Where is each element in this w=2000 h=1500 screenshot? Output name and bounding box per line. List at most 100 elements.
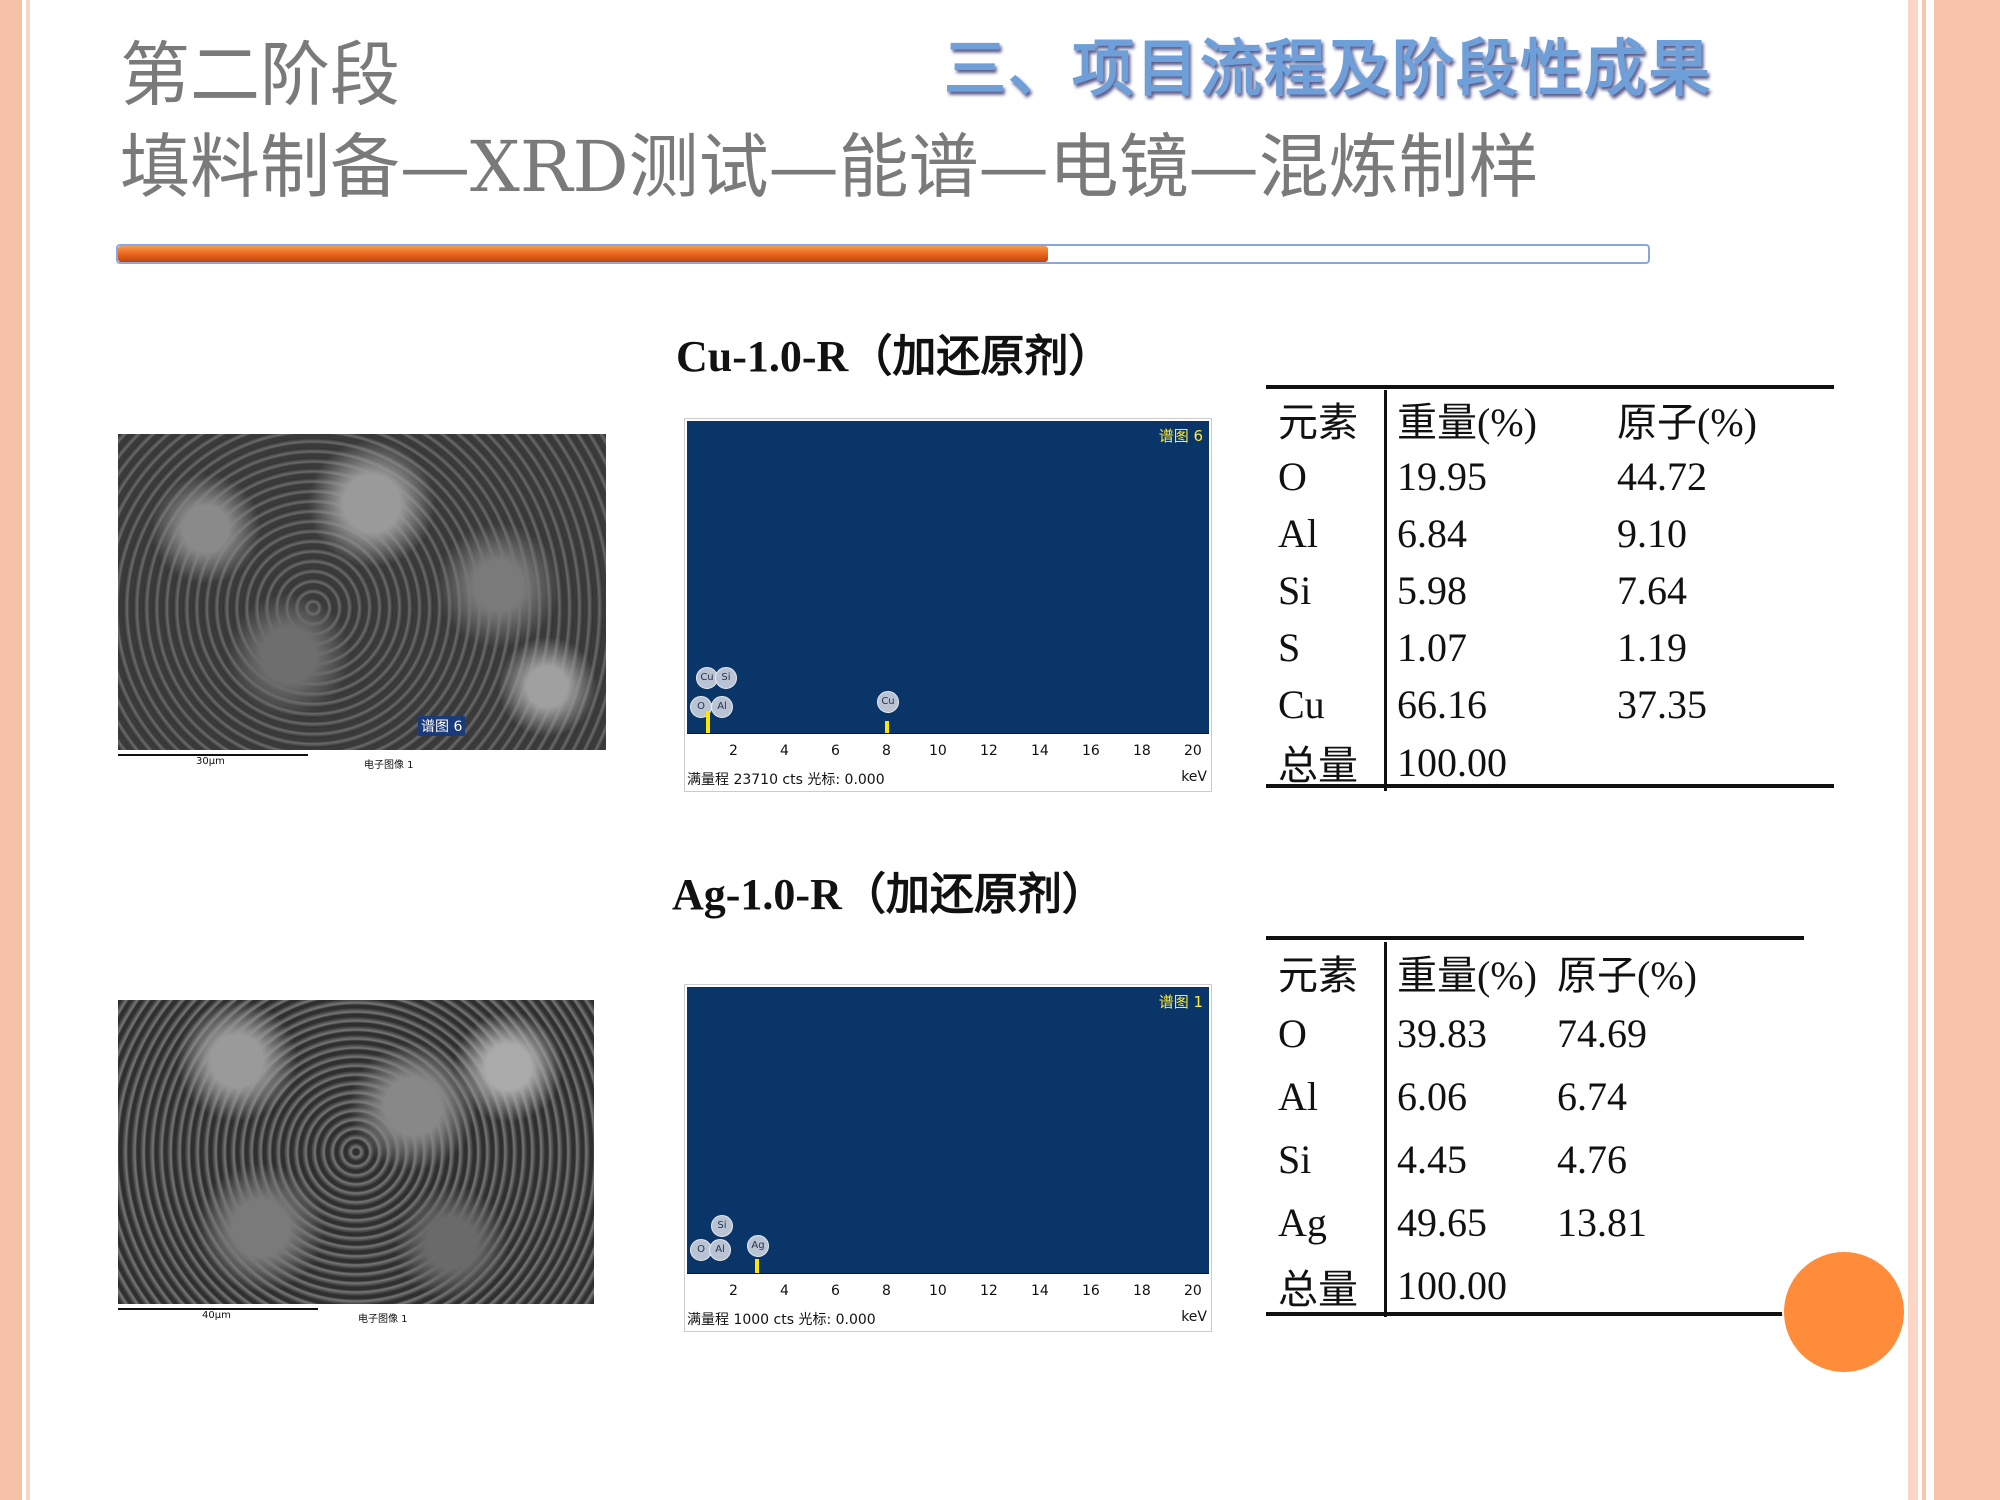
tick-label: 10 xyxy=(929,1283,947,1299)
right-border-stripe-2 xyxy=(1922,0,1926,1500)
tick-label: 14 xyxy=(1031,1283,1049,1299)
spectrum-unit: keV xyxy=(1181,769,1207,785)
peak-bar xyxy=(706,711,710,733)
tick-label: 4 xyxy=(780,743,789,759)
sem-scale-bar-ag xyxy=(118,1308,318,1310)
sem-scale-label-cu: 30μm xyxy=(196,756,225,767)
table-row: O 39.83 74.69 xyxy=(1268,1002,1707,1065)
peak-label-si: Si xyxy=(715,667,737,689)
tick-label: 2 xyxy=(729,743,738,759)
left-border-stripe xyxy=(0,0,22,1500)
table-cell: 66.16 xyxy=(1397,682,1487,727)
spectrum-footer: 满量程 1000 cts 光标: 0.000 xyxy=(687,1312,876,1328)
table-cell: 13.81 xyxy=(1557,1200,1647,1245)
spectrum-plot-area: 谱图 1 O Al Si Ag xyxy=(687,987,1209,1273)
table-cell: 6.84 xyxy=(1397,511,1467,556)
sem-image-ag xyxy=(118,1000,594,1304)
table-header-row: 元素 重量(%) 原子(%) xyxy=(1268,942,1707,1002)
table-header-row: 元素 重量(%) 原子(%) xyxy=(1268,390,1767,448)
sem-scale-label-ag: 40μm xyxy=(202,1310,231,1321)
tick-label: 8 xyxy=(882,1283,891,1299)
table-cell xyxy=(1607,733,1767,791)
spectrum-unit: keV xyxy=(1181,1309,1207,1325)
tick-label: 8 xyxy=(882,743,891,759)
peak-label-cu-low: Cu xyxy=(696,667,718,689)
table-cell: 4.76 xyxy=(1557,1137,1627,1182)
left-border-line xyxy=(26,0,30,1500)
spectrum-tag: 谱图 6 xyxy=(1158,427,1203,445)
tick-label: 16 xyxy=(1082,1283,1100,1299)
table-cell: 1.19 xyxy=(1617,625,1687,670)
table-cell: Si xyxy=(1268,1128,1387,1191)
tick-label: 20 xyxy=(1184,1283,1202,1299)
peak-bar xyxy=(885,721,889,733)
section-title: 三、项目流程及阶段性成果 xyxy=(944,32,1713,105)
sem-caption-ag: 电子图像 1 xyxy=(358,1314,408,1325)
table-cell: 6.06 xyxy=(1397,1074,1467,1119)
tick-label: 18 xyxy=(1133,743,1151,759)
tick-label: 16 xyxy=(1082,743,1100,759)
peak-bar xyxy=(755,1259,759,1273)
tick-label: 10 xyxy=(929,743,947,759)
table-cell: O xyxy=(1268,448,1387,505)
table-cell: Cu xyxy=(1268,676,1387,733)
sample-title-cu: Cu-1.0-R（加还原剂） xyxy=(676,332,1113,381)
spectrum-plot-area: 谱图 6 O Al Cu Si Cu xyxy=(687,421,1209,733)
table-header-cell: 原子(%) xyxy=(1557,953,1697,998)
table-row: S 1.07 1.19 xyxy=(1268,619,1767,676)
peak-label-cu-k: Cu xyxy=(877,691,899,713)
table-cell: 9.10 xyxy=(1617,511,1687,556)
table-header-cell: 元素 xyxy=(1268,942,1387,1002)
stage-heading: 第二阶段 xyxy=(120,34,400,116)
peak-label-al: Al xyxy=(709,1239,731,1261)
table-cell: 74.69 xyxy=(1557,1011,1647,1056)
table-cell: 总量 xyxy=(1268,733,1387,791)
spectrum-footer: 满量程 23710 cts 光标: 0.000 xyxy=(687,772,885,788)
table-cell: 100.00 xyxy=(1397,739,1507,785)
table-cell: 39.83 xyxy=(1397,1011,1487,1056)
table-header-cell: 元素 xyxy=(1268,390,1387,448)
table-row: Ag 49.65 13.81 xyxy=(1268,1191,1707,1254)
right-border-stripe-3 xyxy=(1934,0,2000,1500)
table-cell: Ag xyxy=(1268,1191,1387,1254)
tick-label: 6 xyxy=(831,743,840,759)
tick-label: 2 xyxy=(729,1283,738,1299)
table-cell: Al xyxy=(1268,505,1387,562)
progress-divider-fill xyxy=(118,246,1048,262)
decorative-orange-circle xyxy=(1782,1250,1906,1374)
composition-table-ag: 元素 重量(%) 原子(%) O 39.83 74.69 Al 6.06 6.7… xyxy=(1268,942,1708,1317)
table-cell: 100.00 xyxy=(1397,1263,1507,1308)
table-cell: 5.98 xyxy=(1397,568,1467,613)
composition-table-cu: 元素 重量(%) 原子(%) O 19.95 44.72 Al 6.84 9.1… xyxy=(1268,390,1768,791)
peak-label-al: Al xyxy=(711,696,733,718)
peak-label-ag: Ag xyxy=(747,1235,769,1257)
spectrum-x-axis xyxy=(687,733,1209,734)
table-bottom-rule-cu xyxy=(1266,784,1834,788)
right-border-stripe-1 xyxy=(1908,0,1918,1500)
table-cell: 4.45 xyxy=(1397,1137,1467,1182)
table-cell: S xyxy=(1268,619,1387,676)
table-cell: 37.35 xyxy=(1617,682,1707,727)
tick-label: 6 xyxy=(831,1283,840,1299)
table-row: Al 6.84 9.10 xyxy=(1268,505,1767,562)
process-heading: 填料制备—XRD测试—能谱—电镜—混炼制样 xyxy=(120,126,1539,208)
table-row: Al 6.06 6.74 xyxy=(1268,1065,1707,1128)
sem-spectrum-tag: 谱图 6 xyxy=(418,716,466,736)
table-top-rule-cu xyxy=(1266,385,1834,389)
table-header-cell: 原子(%) xyxy=(1617,400,1757,445)
table-cell: Si xyxy=(1268,562,1387,619)
table-cell: 1.07 xyxy=(1397,625,1467,670)
table-row: Si 5.98 7.64 xyxy=(1268,562,1767,619)
table-cell: O xyxy=(1268,1002,1387,1065)
table-bottom-rule-ag xyxy=(1266,1312,1804,1316)
eds-spectrum-ag: 谱图 1 O Al Si Ag 2 4 6 8 10 12 14 16 18 2… xyxy=(684,984,1212,1332)
table-cell xyxy=(1547,1254,1707,1317)
table-cell: 19.95 xyxy=(1397,454,1487,499)
tick-label: 18 xyxy=(1133,1283,1151,1299)
spectrum-tag: 谱图 1 xyxy=(1158,993,1203,1011)
table-cell: 6.74 xyxy=(1557,1074,1627,1119)
tick-label: 12 xyxy=(980,743,998,759)
table-top-rule-ag xyxy=(1266,936,1804,940)
table-header-cell: 重量(%) xyxy=(1397,953,1537,998)
peak-label-si: Si xyxy=(711,1215,733,1237)
